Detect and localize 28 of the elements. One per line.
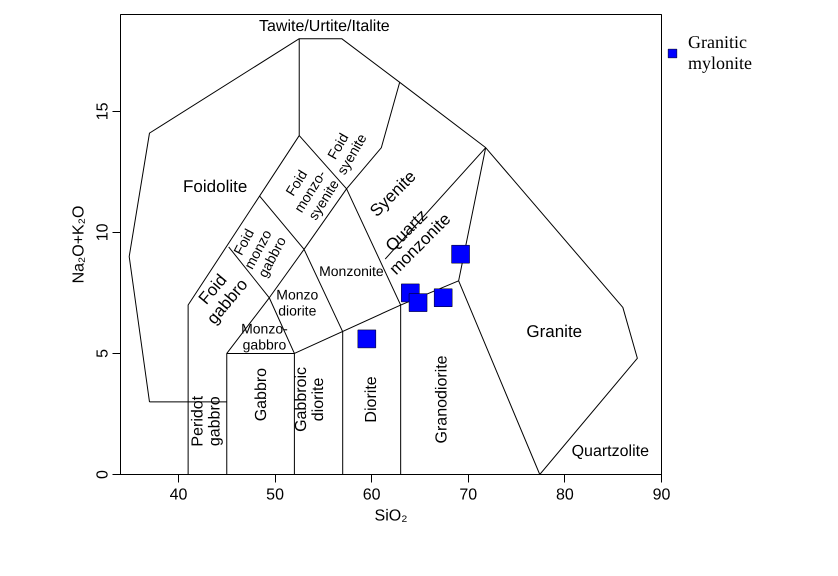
annotation: Gabbroic diorite xyxy=(292,366,327,432)
legend-label: Granitic mylonite xyxy=(688,32,752,74)
y-tick-label: 10 xyxy=(94,223,112,242)
x-tick-label: 90 xyxy=(652,486,670,504)
annotation: Peridot gabbro xyxy=(189,395,224,447)
x-tick-label: 60 xyxy=(362,486,381,504)
point xyxy=(358,330,376,348)
point xyxy=(434,288,452,308)
y-tick-label: 0 xyxy=(94,470,112,479)
annotation: Granite xyxy=(526,322,582,342)
x-tick-label: 80 xyxy=(556,486,574,504)
annotation: Granodiorite xyxy=(434,355,451,444)
annotation: Monzo diorite xyxy=(276,286,319,319)
annotation: Monzonite xyxy=(319,263,384,280)
annotation: Foidolite xyxy=(183,176,248,196)
y-axis-title: Na₂O+K₂O xyxy=(70,206,88,284)
annotation: Gabbro xyxy=(253,368,270,422)
y-tick-label: 5 xyxy=(94,348,112,358)
point xyxy=(408,293,428,312)
point xyxy=(451,244,470,264)
x-axis-title: SiO₂ xyxy=(374,508,408,524)
annotation: Tawite/Urtite/Italite xyxy=(258,18,390,36)
x-tick-label: 50 xyxy=(266,486,284,504)
annotation: Diorite xyxy=(363,376,380,423)
y-tick-label: 15 xyxy=(94,102,112,120)
annotation: Quartzolite xyxy=(572,443,650,460)
x-tick-label: 40 xyxy=(170,486,188,504)
x-tick-label: 70 xyxy=(459,486,478,504)
